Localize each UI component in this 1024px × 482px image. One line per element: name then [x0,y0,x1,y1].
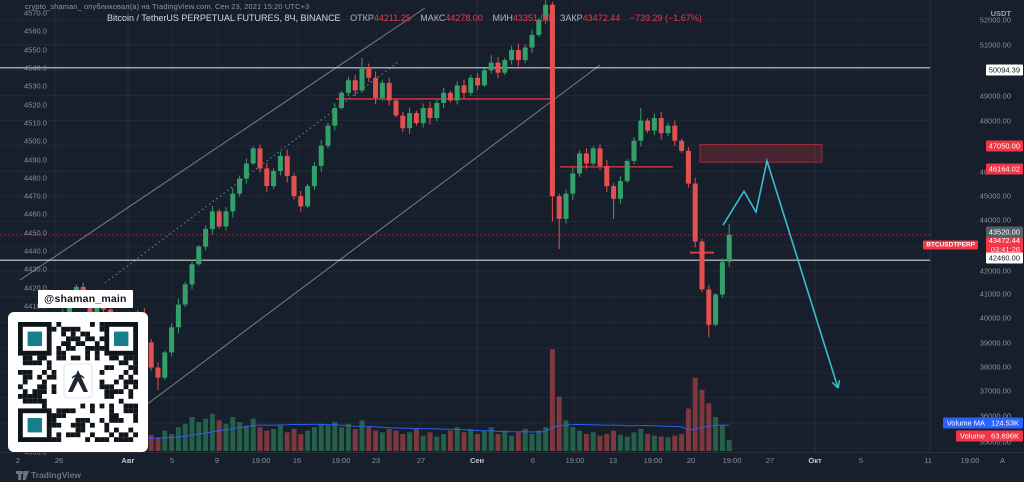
right-axis-tick: 52000.00 [979,15,1011,25]
left-axis-tick: 4560.0 [24,26,47,36]
time-axis-tick: 19:00 [722,456,742,465]
time-axis-tick: Сен [469,456,485,465]
time-axis-tick: 16 [292,456,302,465]
change-value: −739.29 (−1.67%) [629,13,702,23]
axis-corner-label[interactable]: А [1000,456,1006,465]
time-axis-tick: 19:00 [643,456,663,465]
price-level-label: 43520.00 [985,226,1023,238]
price-level-label: 42460.00 [985,252,1023,264]
time-axis-tick: 6 [530,456,536,465]
time-axis-tick: 20 [686,456,696,465]
volume-indicator-label: Volume 63.696K [956,430,1023,442]
time-axis-tick: 13 [608,456,618,465]
time-axis[interactable]: А 2 26 Авг 5 9 19:00 16 19:00 23 27 Сен 6 19:00 13 19:… [0,452,1024,469]
right-axis-tick: 51000.00 [979,40,1011,50]
right-axis-tick: 35000.00 [979,437,1011,447]
close-value: 43472.44 [582,13,621,23]
left-axis-tick: 4410.0 [24,301,47,311]
price-level-label: 46164.02 [985,163,1023,175]
high-value: 44278.00 [445,13,483,23]
price-level-label: 50094.39 [985,64,1023,76]
right-axis-tick: 42000.00 [979,266,1011,276]
open-value: 44211.25 [373,13,411,23]
volume-ma-line [55,423,730,443]
volume-series [53,349,732,451]
left-axis-tick: 4470.0 [24,191,47,201]
left-axis-tick: 4500.0 [24,136,47,146]
support-resistance-lines [0,67,930,261]
left-axis-tick: 4440.0 [24,246,47,256]
left-axis-tick: 4430.0 [24,264,47,274]
time-axis-tick: 11 [924,456,932,465]
right-axis-tick: 40000.00 [979,313,1011,323]
volume-indicator-label: Volume MA 124.53K [942,417,1023,429]
time-axis-tick: 23 [371,456,381,465]
right-axis-tick: 49000.00 [979,91,1011,101]
resistance-zone[interactable] [699,144,823,163]
time-axis-tick: 27 [765,456,775,465]
red-level-lines [336,98,714,254]
time-axis-tick: 19:00 [331,456,351,465]
right-axis-tick: 36000.00 [979,411,1011,421]
time-axis-tick: 27 [416,456,426,465]
right-axis-tick: 41000.00 [979,289,1011,299]
left-axis-tick: 4570.0 [24,8,47,18]
time-axis-tick: Окт [808,456,822,465]
candlestick-series [53,0,732,391]
high-label: МАКС [420,13,446,23]
last-price-label: 43472.44 03:41:26 [985,235,1023,255]
time-axis-tick: 5 [858,456,864,465]
trend-channel [19,7,601,448]
open-label: ОТКР [350,13,374,23]
right-axis-tick: 45000.00 [979,191,1011,201]
qr-code [8,312,148,452]
time-axis-tick: 26 [54,456,64,465]
currency-unit: USDT [990,9,1011,18]
author-handle-badge: @shaman_main [38,290,133,308]
left-axis-tick: 4540.0 [24,63,47,73]
low-value: 43351.00 [512,13,551,23]
tradingview-logo-icon[interactable] [16,471,29,482]
left-axis-tick: 4480.0 [24,173,47,183]
left-axis-tick: 4520.0 [24,100,47,110]
right-axis-tick: 37000.00 [979,386,1011,396]
low-label: МИН [492,13,513,23]
left-axis-tick: 4460.0 [24,209,47,219]
time-axis-tick: 19:00 [251,456,271,465]
share-header: crypto_shaman_ опубликовал(а) на Trading… [25,2,310,11]
bar-countdown: 03:41:26 [990,245,1020,254]
right-price-axis[interactable]: USDT BTCUSDTPERP 43472.44 03:41:26 52000… [923,0,1024,452]
right-axis-tick: 39000.00 [979,338,1011,348]
price-projection-line[interactable] [722,157,839,389]
symbol-legend: Bitcoin / TetherUS PERPETUAL FUTURES, 8Ч… [107,13,702,23]
left-axis-tick: 4420.0 [24,283,47,293]
right-axis-tick: 48000.00 [979,116,1011,126]
time-axis-tick: 2 [15,456,21,465]
time-axis-tick: 19:00 [960,456,980,465]
time-axis-tick: 5 [169,456,175,465]
time-axis-tick: 9 [214,456,220,465]
right-axis-tick: 44000.00 [979,215,1011,225]
close-label: ЗАКР [559,13,583,23]
left-axis-tick: 4450.0 [24,228,47,238]
symbol-title[interactable]: Bitcoin / TetherUS PERPETUAL FUTURES, 8Ч… [107,13,341,23]
time-axis-tick: 19:00 [565,456,585,465]
right-axis-tick: 38000.00 [979,362,1011,372]
left-axis-tick: 4510.0 [24,118,47,128]
footer: TradingView [0,468,1024,482]
left-axis-tick: 4490.0 [24,155,47,165]
price-level-label: 47050.00 [985,140,1023,152]
tradingview-brand[interactable]: TradingView [31,470,81,480]
left-axis-tick: 4550.0 [24,45,47,55]
grid-lines [0,0,930,452]
last-price-value: 43472.44 [988,236,1020,245]
time-axis-tick: Авг [121,456,135,465]
left-axis-tick: 4530.0 [24,81,47,91]
symbol-tag: BTCUSDTPERP [923,240,978,250]
